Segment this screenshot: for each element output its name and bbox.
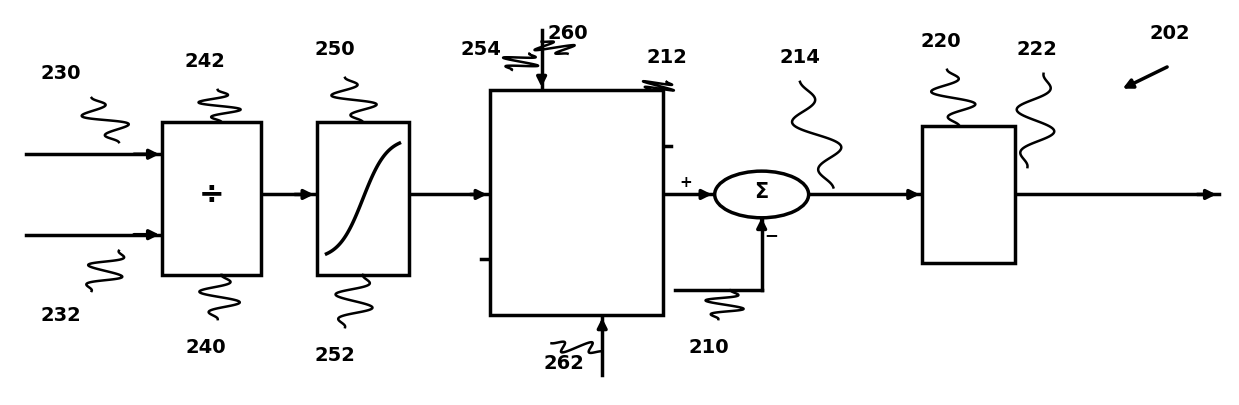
Bar xyxy=(922,126,1015,263)
Text: 252: 252 xyxy=(315,346,356,365)
Text: 202: 202 xyxy=(1150,24,1189,43)
Ellipse shape xyxy=(715,171,809,218)
Text: ÷: ÷ xyxy=(198,180,224,209)
Bar xyxy=(162,122,261,275)
Text: 260: 260 xyxy=(548,24,587,43)
Text: 214: 214 xyxy=(779,48,820,67)
Bar xyxy=(317,122,409,275)
Text: 220: 220 xyxy=(921,32,961,51)
Text: −: − xyxy=(764,226,778,244)
Text: 230: 230 xyxy=(41,64,81,83)
Text: 254: 254 xyxy=(461,40,502,59)
Text: 212: 212 xyxy=(646,48,686,67)
Text: Σ: Σ xyxy=(755,182,768,202)
Text: 222: 222 xyxy=(1017,40,1058,59)
Text: 232: 232 xyxy=(41,306,81,325)
Text: 242: 242 xyxy=(185,52,225,71)
Text: 250: 250 xyxy=(315,40,356,59)
Text: +: + xyxy=(680,175,693,190)
Bar xyxy=(489,90,663,315)
Text: 240: 240 xyxy=(185,338,225,357)
Text: 210: 210 xyxy=(688,338,729,357)
Text: 262: 262 xyxy=(544,354,585,373)
